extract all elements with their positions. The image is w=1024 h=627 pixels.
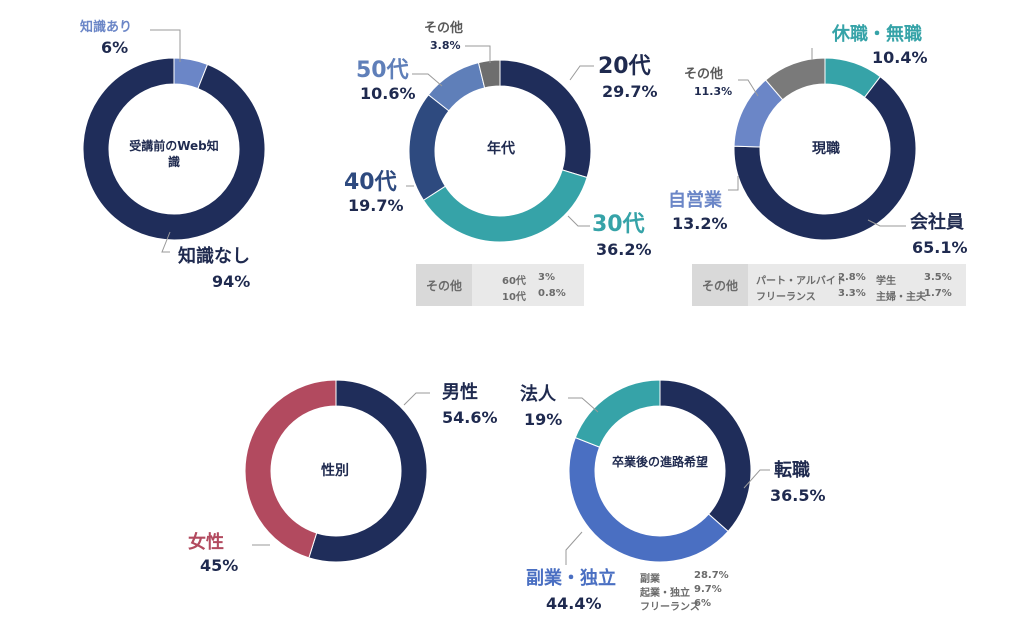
pct-employee: 65.1% <box>912 238 968 257</box>
leader-line <box>403 392 430 406</box>
breakdown-item: 副業 <box>640 574 660 585</box>
label-50s: 50代 <box>356 58 409 83</box>
pct-20s: 29.7% <box>602 82 658 101</box>
donut-slice-4-2 <box>574 379 661 448</box>
pct-50s: 10.6% <box>360 84 416 103</box>
pct-self-employed: 13.2% <box>672 214 728 233</box>
donut-gender <box>244 379 428 563</box>
pct-knowledge-no: 94% <box>212 272 251 291</box>
label-job-change: 転職 <box>774 460 810 481</box>
age-other-value: 0.8% <box>538 288 566 299</box>
age-other-heading: その他 <box>416 264 472 306</box>
label-30s: 30代 <box>592 212 645 237</box>
age-other-value: 3% <box>538 272 555 283</box>
label-knowledge-no: 知識なし <box>178 246 250 267</box>
occupation-other-value: 1.7% <box>924 288 952 299</box>
pct-male: 54.6% <box>442 408 498 427</box>
age-other-item: 10代 <box>502 292 526 303</box>
leader-line <box>465 45 491 63</box>
pct-job-change: 36.5% <box>770 486 826 505</box>
label-40s: 40代 <box>344 170 397 195</box>
center-title-age: 年代 <box>487 141 515 157</box>
donut-career-plan <box>568 379 752 563</box>
pct-side-business: 44.4% <box>546 594 602 613</box>
leader-line <box>161 231 171 253</box>
leader-line <box>567 215 590 227</box>
occupation-other-item: 学生 <box>876 276 896 287</box>
leader-line <box>565 531 583 565</box>
label-knowledge-yes: 知識あり <box>80 20 133 35</box>
label-female: 女性 <box>188 532 224 553</box>
leader-line <box>867 219 906 227</box>
pct-age-other: 3.8% <box>430 39 461 52</box>
leader-line <box>150 29 181 62</box>
center-title-web-knowledge: 受講前のWeb知識 <box>129 139 219 170</box>
donut-occupation <box>733 57 917 241</box>
donut-web-knowledge <box>82 57 266 241</box>
breakdown-item: フリーランス <box>640 602 700 613</box>
donut-slice-0-1 <box>82 57 266 241</box>
occupation-other-heading: その他 <box>692 264 748 306</box>
pct-40s: 19.7% <box>348 196 404 215</box>
donut-slice-1-1 <box>422 169 588 243</box>
label-unemployed: 休職・無職 <box>832 24 922 45</box>
leader-line <box>738 79 759 97</box>
center-title-gender: 性別 <box>321 463 349 479</box>
label-age-other: その他 <box>424 21 464 36</box>
donut-slice-1-2 <box>408 94 450 201</box>
label-20s: 20代 <box>598 54 651 79</box>
pct-occupation-other: 11.3% <box>694 85 733 98</box>
occupation-other-item: フリーランス <box>756 292 816 303</box>
donut-slice-3-1 <box>244 379 337 559</box>
donut-slice-1-4 <box>477 59 501 89</box>
pct-knowledge-yes: 6% <box>101 38 129 57</box>
leader-line <box>569 65 594 81</box>
occupation-other-breakdown: その他 パート・アルバイト 2.8% 学生 3.5% フリーランス 3.3% 主… <box>692 264 966 306</box>
donut-age <box>408 59 592 243</box>
age-other-breakdown: その他 60代 3% 10代 0.8% <box>416 264 584 306</box>
leader-line <box>728 176 739 191</box>
occupation-other-value: 3.5% <box>924 272 952 283</box>
leader-line <box>743 469 770 489</box>
breakdown-item: 起業・独立 <box>640 588 690 599</box>
pct-corporation: 19% <box>524 410 563 429</box>
leader-line <box>412 73 443 87</box>
breakdown-value: 9.7% <box>694 584 722 595</box>
occupation-other-item: パート・アルバイト <box>756 276 846 287</box>
pct-30s: 36.2% <box>596 240 652 259</box>
label-corporation: 法人 <box>520 384 556 405</box>
breakdown-value: 6% <box>694 598 711 609</box>
donut-slice-3-0 <box>308 379 428 563</box>
label-side-business: 副業・独立 <box>526 568 616 589</box>
donut-slice-2-3 <box>764 57 826 101</box>
occupation-other-item: 主婦・主夫 <box>876 292 926 303</box>
label-male: 男性 <box>442 382 478 403</box>
label-occupation-other: その他 <box>684 67 724 82</box>
pct-unemployed: 10.4% <box>872 48 928 67</box>
occupation-other-value: 2.8% <box>838 272 866 283</box>
breakdown-value: 28.7% <box>694 570 729 581</box>
age-other-item: 60代 <box>502 276 526 287</box>
leader-line <box>568 397 599 413</box>
label-self-employed: 自営業 <box>668 190 722 211</box>
center-title-occupation: 現職 <box>812 141 840 157</box>
leader-lines <box>150 29 906 565</box>
pct-female: 45% <box>200 556 239 575</box>
center-title-career-plan: 卒業後の進路希望 <box>611 455 708 469</box>
occupation-other-value: 3.3% <box>838 288 866 299</box>
donut-slice-1-0 <box>499 59 592 179</box>
donut-slice-2-1 <box>733 76 917 241</box>
label-employee: 会社員 <box>910 212 964 233</box>
